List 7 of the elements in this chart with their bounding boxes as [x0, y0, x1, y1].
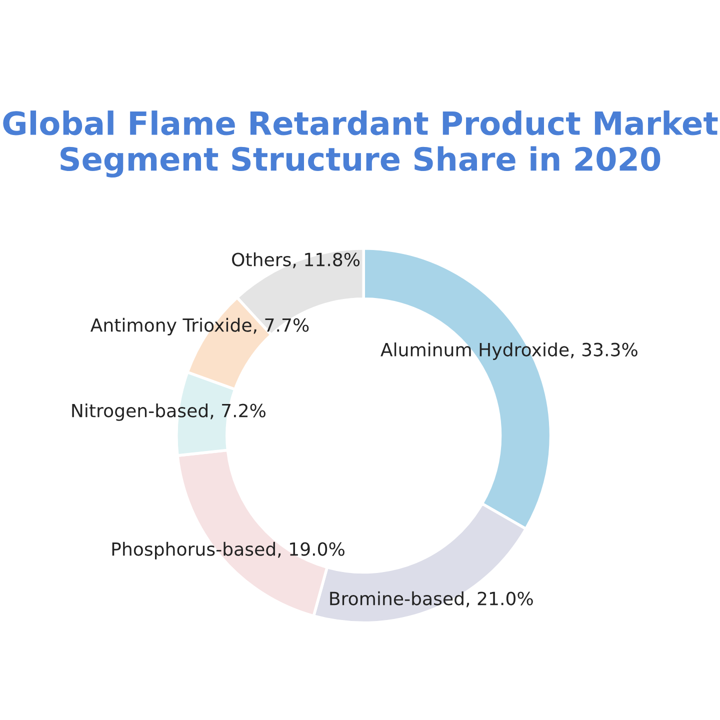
slice-label: Aluminum Hydroxide, 33.3%	[380, 342, 638, 360]
slice-label: Antimony Trioxide, 7.7%	[90, 318, 309, 336]
slice-label: Bromine-based, 21.0%	[330, 591, 533, 608]
slice-label: Others, 11.8%	[232, 252, 360, 268]
slice-label: Nitrogen-based, 7.2%	[72, 403, 266, 421]
chart-title: Global Flame Retardant Product Market Segment Structure Share in 2020	[3, 110, 718, 178]
slice-label: Phosphorus-based, 19.0%	[112, 542, 344, 560]
